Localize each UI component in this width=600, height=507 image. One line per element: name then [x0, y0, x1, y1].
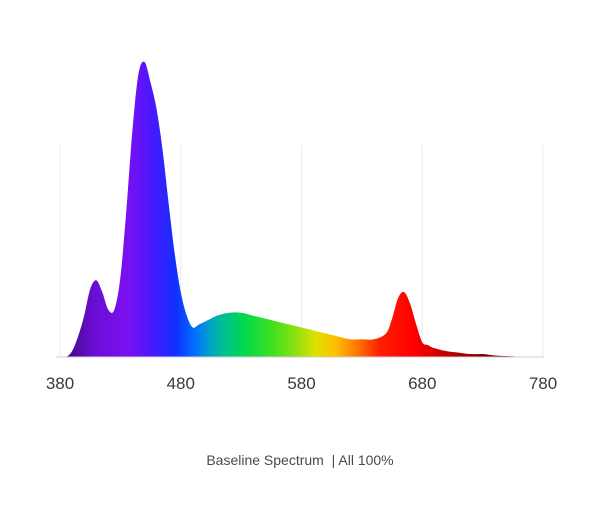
x-tick-label: 380	[46, 374, 74, 393]
x-axis-ticks: 380 480 580 680 780	[46, 374, 557, 393]
x-tick-label: 480	[167, 374, 195, 393]
x-tick-label: 680	[408, 374, 436, 393]
chart-caption: Baseline Spectrum | All 100%	[0, 452, 600, 468]
x-tick-label: 580	[287, 374, 315, 393]
spectrum-area	[60, 61, 543, 357]
caption-text: Baseline Spectrum | All 100%	[206, 452, 394, 468]
spectrum-chart: 380 480 580 680 780	[46, 61, 557, 393]
x-tick-label: 780	[529, 374, 557, 393]
